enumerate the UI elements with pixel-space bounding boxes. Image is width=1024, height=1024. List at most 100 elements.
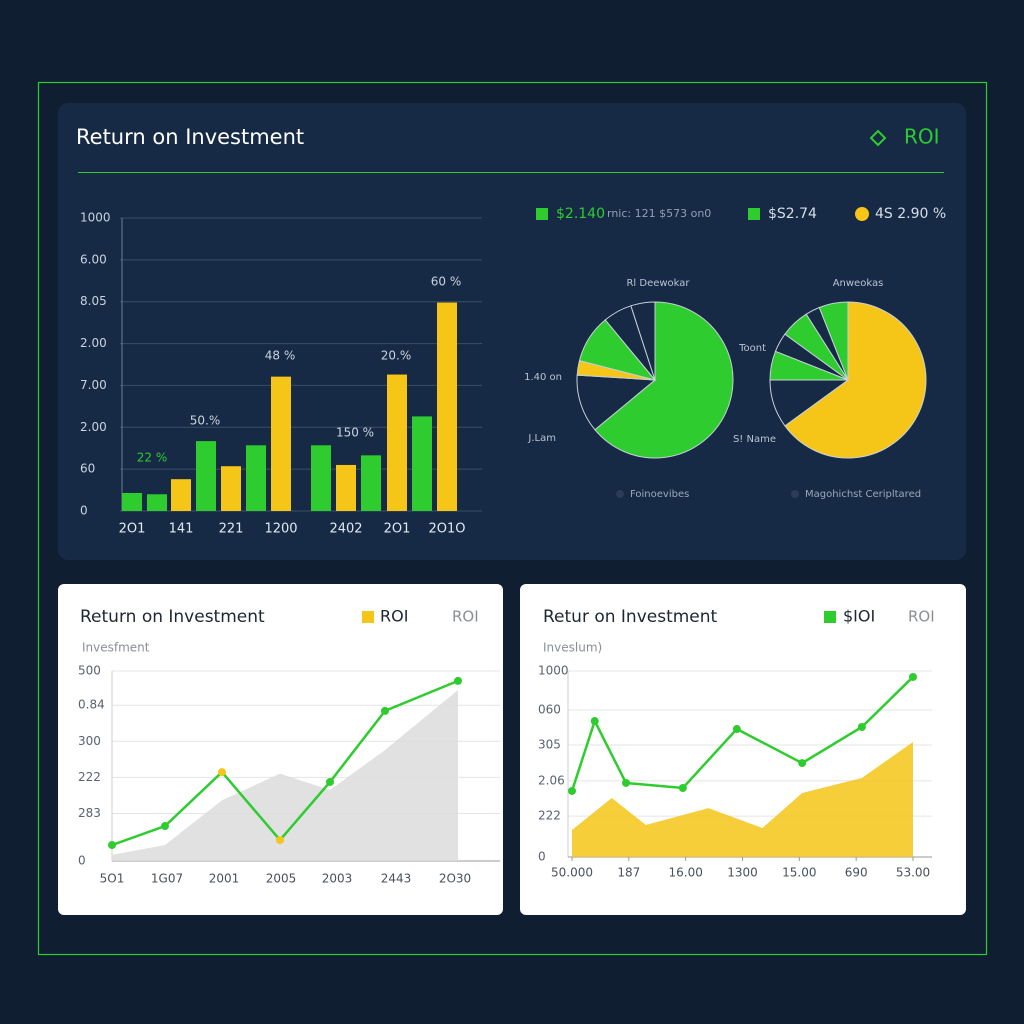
y-tick-label: 8.05 xyxy=(80,294,107,308)
x-tick-label: 690 xyxy=(845,866,868,880)
point xyxy=(276,836,284,845)
badge-icon xyxy=(869,129,887,147)
legend-marker xyxy=(748,208,760,220)
slice-label: S! Name xyxy=(733,434,776,445)
bar xyxy=(221,466,241,511)
x-tick-label: 16.00 xyxy=(668,866,702,880)
point xyxy=(909,672,917,681)
y-tick-label: 222 xyxy=(538,809,561,823)
y-tick-label: 0 xyxy=(80,504,88,518)
bar xyxy=(246,445,266,511)
x-tick-label: 187 xyxy=(617,866,640,880)
area xyxy=(572,742,913,857)
legend-marker xyxy=(855,207,869,221)
point xyxy=(218,768,226,777)
point xyxy=(454,676,462,685)
legend-dot xyxy=(791,490,799,498)
y-tick-label: 1000 xyxy=(538,664,569,678)
legend-note: rnic: 121 $573 on0 xyxy=(607,207,711,220)
line xyxy=(570,676,914,792)
data-annotation: 150 % xyxy=(336,426,374,440)
bar xyxy=(361,455,381,511)
x-tick-label: 2443 xyxy=(381,872,412,886)
x-tick-label: 2O30 xyxy=(439,872,471,886)
area xyxy=(112,690,458,861)
x-tick-label: 50.000 xyxy=(551,866,593,880)
x-tick-label: 2402 xyxy=(329,522,362,537)
data-annotation: 20.% xyxy=(381,349,412,363)
y-tick-label: 2.06 xyxy=(538,773,565,787)
slice-label: Rl Deewokar xyxy=(626,278,690,289)
point xyxy=(621,778,630,787)
bar xyxy=(311,445,331,511)
point xyxy=(161,822,169,831)
x-tick-label: 15.00 xyxy=(782,866,816,880)
legend-label: 4S 2.90 % xyxy=(875,206,946,222)
y-tick-label: 2.00 xyxy=(80,420,107,434)
pie-slice xyxy=(784,301,927,459)
x-tick-label: 53.00 xyxy=(896,866,930,880)
bar xyxy=(437,302,457,511)
legend-dot xyxy=(616,490,624,498)
legend-label: ROI xyxy=(380,607,408,626)
chart-title: Return on Investment xyxy=(80,607,265,627)
legend-label: $S2.74 xyxy=(768,206,817,222)
bar xyxy=(147,494,167,511)
point xyxy=(381,706,389,715)
point xyxy=(678,783,687,792)
x-tick-label: 2001 xyxy=(209,872,240,886)
bar xyxy=(336,464,356,511)
bar xyxy=(387,374,407,511)
pie-slice xyxy=(630,301,656,381)
x-tick-label: 2003 xyxy=(322,872,353,886)
data-annotation: 60 % xyxy=(431,275,462,289)
y-axis-label: Invesfment xyxy=(82,641,150,655)
slice-label: Toont xyxy=(738,343,766,354)
legend-label: $2.140 xyxy=(556,206,605,222)
x-tick-label: 1300 xyxy=(727,866,758,880)
bar xyxy=(122,493,142,511)
y-tick-label: 060 xyxy=(538,703,561,717)
x-tick-label: 2O1O xyxy=(428,522,465,537)
slice-label: 1.40 on xyxy=(524,372,562,383)
pie-slice xyxy=(818,301,849,381)
x-tick-label: 221 xyxy=(219,522,244,537)
header-badge: ROI xyxy=(904,125,940,149)
bar xyxy=(171,479,191,511)
y-tick-label: 283 xyxy=(78,806,101,820)
x-tick-label: 141 xyxy=(169,522,194,537)
x-tick-label: 2O1 xyxy=(119,522,146,537)
x-tick-label: 5O1 xyxy=(100,872,125,886)
y-tick-label: 300 xyxy=(78,734,101,748)
header-title: Return on Investment xyxy=(76,125,304,149)
legend-label: Foinoevibes xyxy=(630,489,689,500)
y-tick-label: 7.00 xyxy=(80,378,107,392)
point xyxy=(568,786,576,795)
y-tick-label: 1000 xyxy=(80,211,111,225)
y-axis-label: Inveslum) xyxy=(543,641,602,655)
y-tick-label: 222 xyxy=(78,770,101,784)
point xyxy=(798,759,807,768)
data-annotation: 48 % xyxy=(265,349,296,363)
legend-label: ROI xyxy=(452,608,479,626)
y-tick-label: 0.84 xyxy=(78,698,105,712)
y-tick-label: 6.00 xyxy=(80,252,107,266)
bar xyxy=(412,416,432,511)
data-annotation: 50.% xyxy=(190,414,221,428)
point xyxy=(857,722,866,731)
legend-marker xyxy=(362,611,374,623)
legend-label: $IOI xyxy=(843,607,875,626)
y-tick-label: 305 xyxy=(538,738,561,752)
pie-slice xyxy=(594,301,734,459)
legend-marker xyxy=(536,208,548,220)
slice-label: J.Lam xyxy=(527,433,556,444)
x-tick-label: 2005 xyxy=(266,872,297,886)
bar xyxy=(196,441,216,511)
y-tick-label: 500 xyxy=(78,664,101,678)
x-tick-label: 1200 xyxy=(264,522,297,537)
legend-label: Magohichst Ceripltared xyxy=(805,489,921,500)
data-annotation: 22 % xyxy=(137,451,168,465)
slice-label: Anweokas xyxy=(833,278,884,289)
